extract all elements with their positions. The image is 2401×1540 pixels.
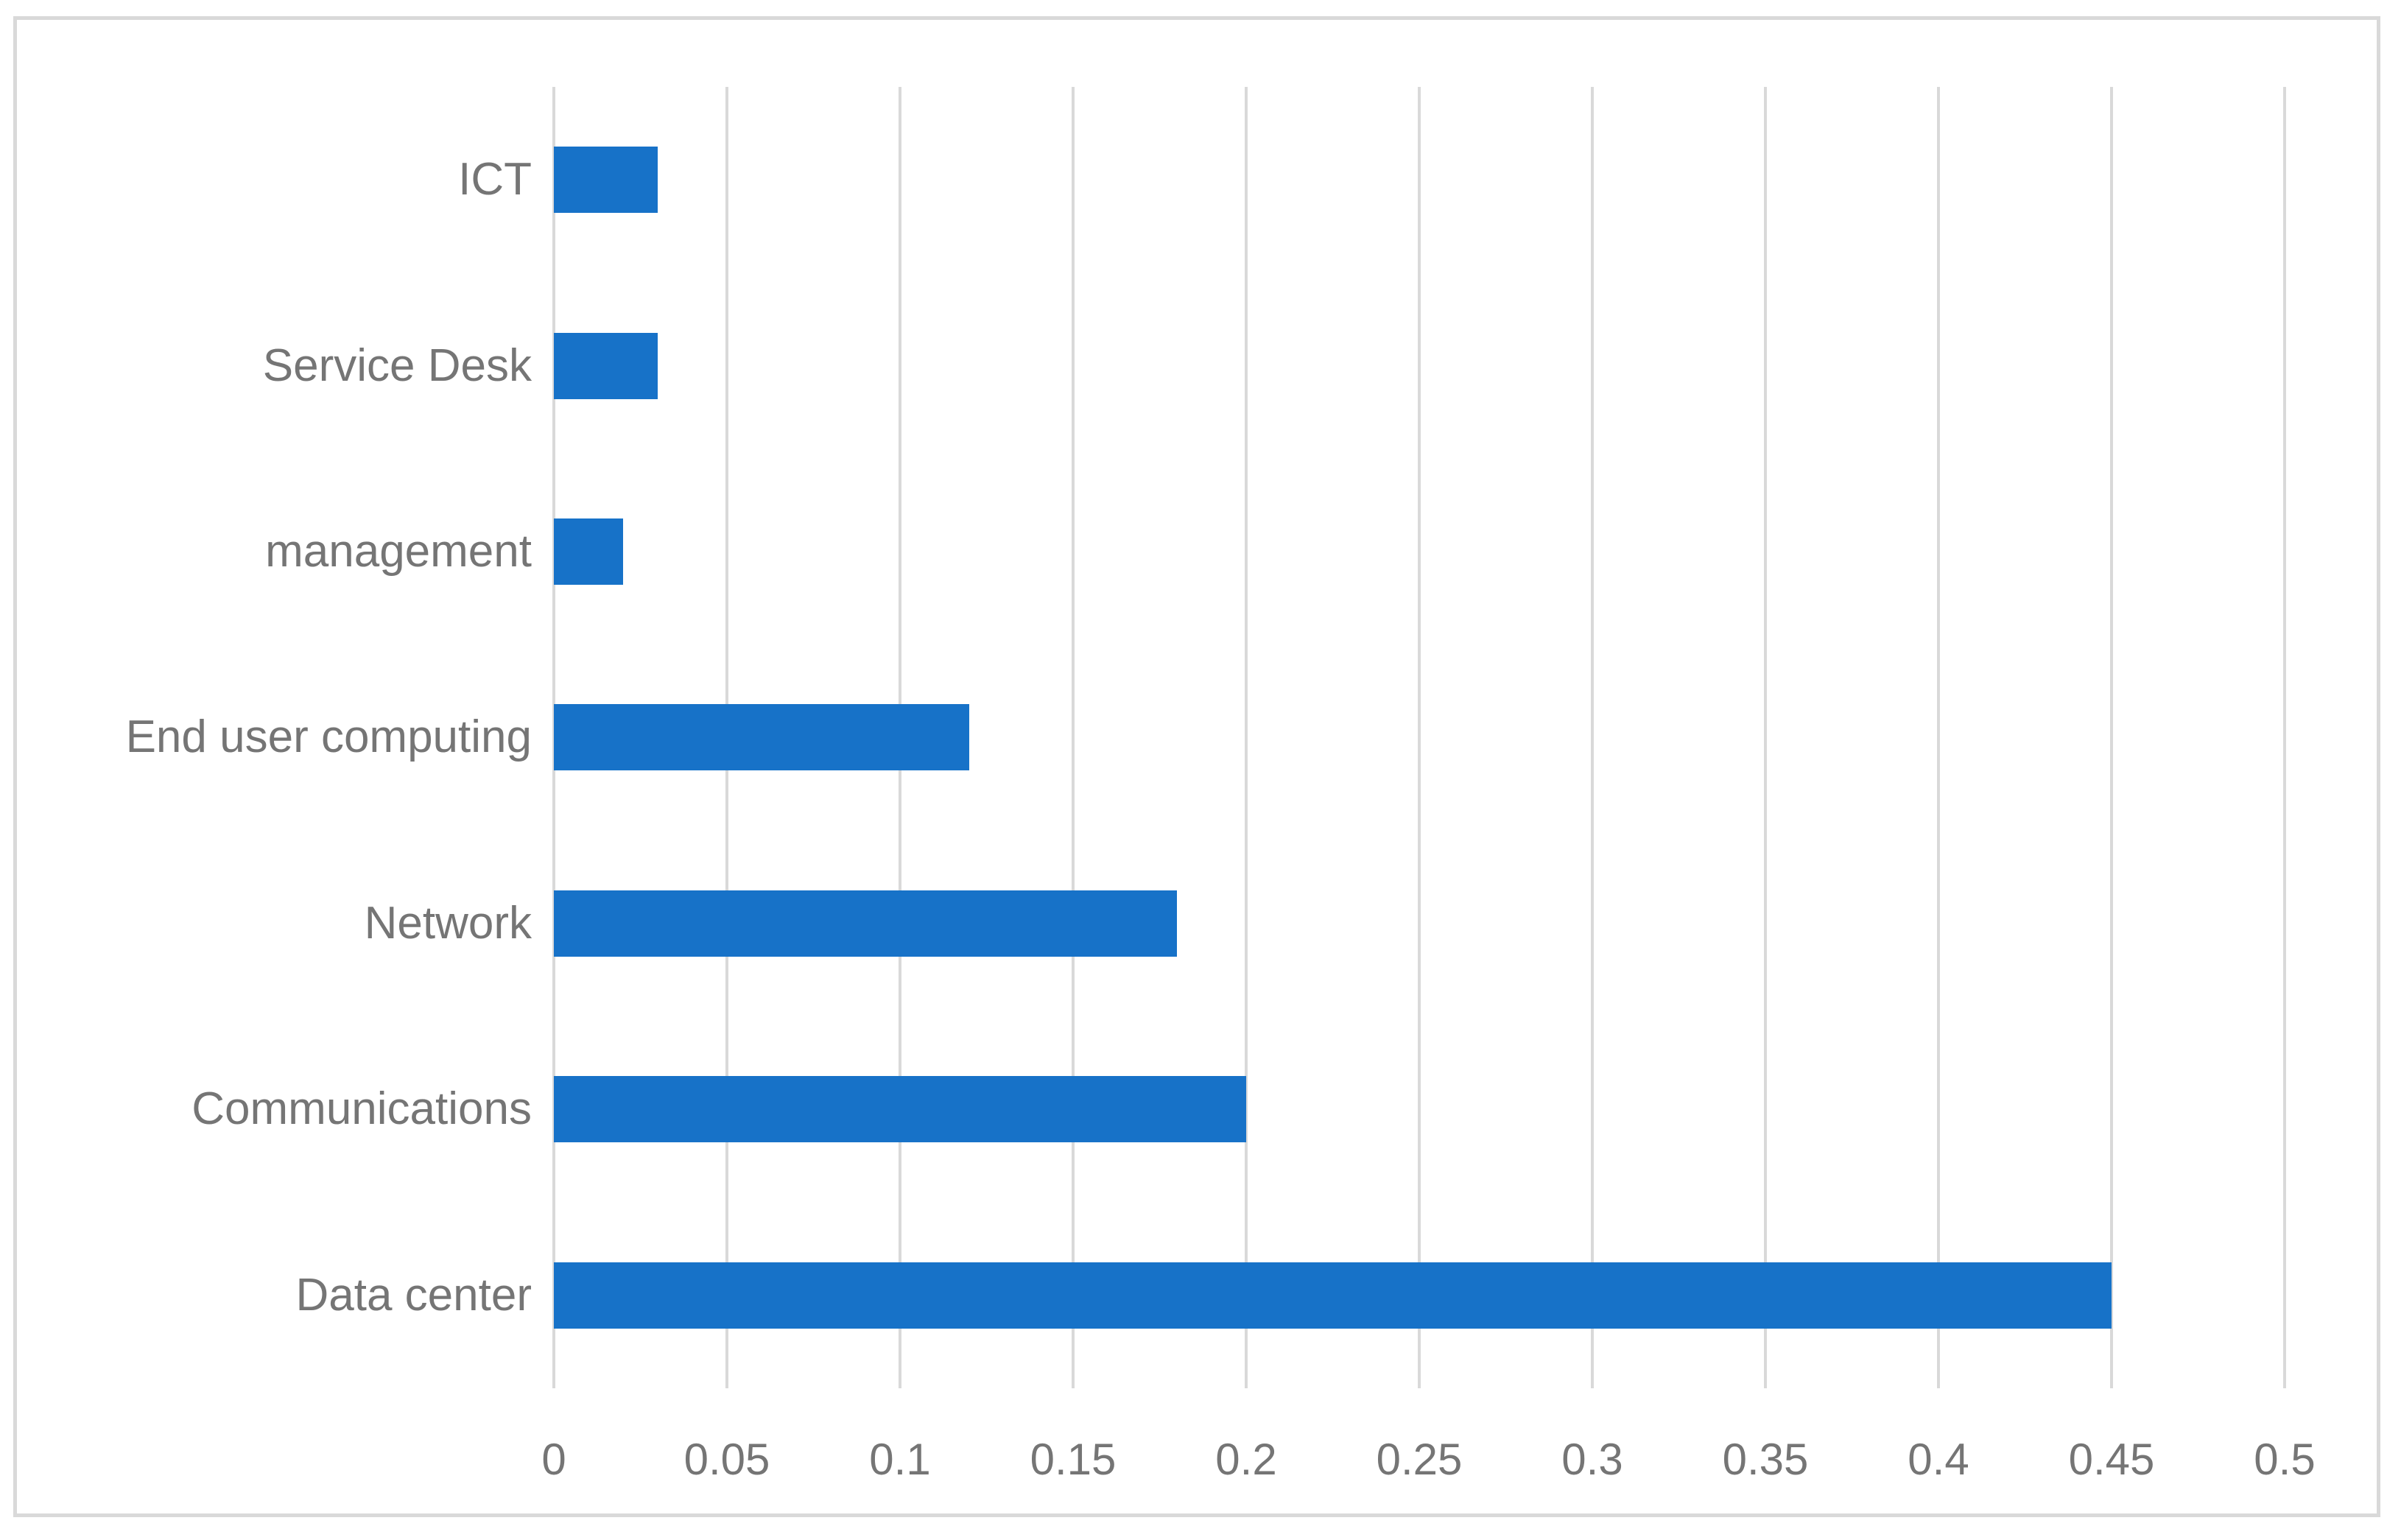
category-label-management: management	[265, 526, 532, 577]
x-tick-label-0.15: 0.15	[1030, 1435, 1117, 1484]
bar-row-service-desk	[554, 273, 2285, 458]
bar-row-network	[554, 831, 2285, 1016]
x-tick-label-0.4: 0.4	[1908, 1435, 1969, 1484]
x-tick-label-0.5: 0.5	[2254, 1435, 2316, 1484]
x-tick-label-0.35: 0.35	[1722, 1435, 1809, 1484]
bar-row-data-center	[554, 1203, 2285, 1388]
category-label-network: Network	[364, 897, 532, 949]
category-label-row-communications: Communications	[29, 1016, 532, 1202]
gridline-0.3	[1591, 87, 1594, 1388]
bar-row-end-user-computing	[554, 644, 2285, 830]
x-tick-label-0.25: 0.25	[1376, 1435, 1463, 1484]
bar-row-management	[554, 459, 2285, 644]
category-label-communications: Communications	[191, 1083, 532, 1135]
chart-outer-border	[13, 16, 2380, 1517]
category-label-row-service-desk: Service Desk	[29, 273, 532, 458]
gridline-0.15	[1072, 87, 1075, 1388]
bar-management	[554, 518, 623, 586]
category-label-data-center: Data center	[295, 1269, 532, 1321]
category-label-row-ict: ICT	[29, 87, 532, 273]
bar-row-ict	[554, 87, 2285, 273]
bar-ict	[554, 147, 658, 214]
gridline-0.4	[1937, 87, 1940, 1388]
x-tick-label-0.2: 0.2	[1215, 1435, 1277, 1484]
bar-data-center	[554, 1262, 2112, 1329]
bar-network	[554, 890, 1177, 957]
category-axis-labels: ICT Service Desk management End user comput…	[29, 87, 532, 1388]
gridline-0.5	[2283, 87, 2286, 1388]
x-tick-label-0.1: 0.1	[869, 1435, 931, 1484]
category-label-end-user-computing: End user computing	[125, 711, 532, 763]
bar-service-desk	[554, 332, 658, 399]
x-tick-label-0.45: 0.45	[2068, 1435, 2155, 1484]
category-label-row-management: management	[29, 459, 532, 644]
category-label-row-network: Network	[29, 831, 532, 1016]
x-tick-label-0: 0	[541, 1435, 566, 1484]
gridline-0.2	[1245, 87, 1248, 1388]
category-label-row-data-center: Data center	[29, 1203, 532, 1388]
gridline-0.35	[1764, 87, 1767, 1388]
gridline-0.45	[2110, 87, 2113, 1388]
gridline-0.25	[1418, 87, 1421, 1388]
plot-area	[552, 87, 2286, 1388]
bar-end-user-computing	[554, 704, 969, 771]
category-label-ict: ICT	[458, 154, 532, 205]
category-label-row-end-user-computing: End user computing	[29, 644, 532, 830]
value-axis-tick-labels: 0 0.05 0.1 0.15 0.2 0.25 0.3 0.35 0.4 0.45 0.5	[541, 1435, 2315, 1504]
x-tick-label-0.05: 0.05	[683, 1435, 770, 1484]
bar-row-communications	[554, 1016, 2285, 1202]
x-tick-label-0.3: 0.3	[1561, 1435, 1623, 1484]
bar-communications	[554, 1076, 1246, 1143]
category-label-service-desk: Service Desk	[262, 340, 532, 391]
